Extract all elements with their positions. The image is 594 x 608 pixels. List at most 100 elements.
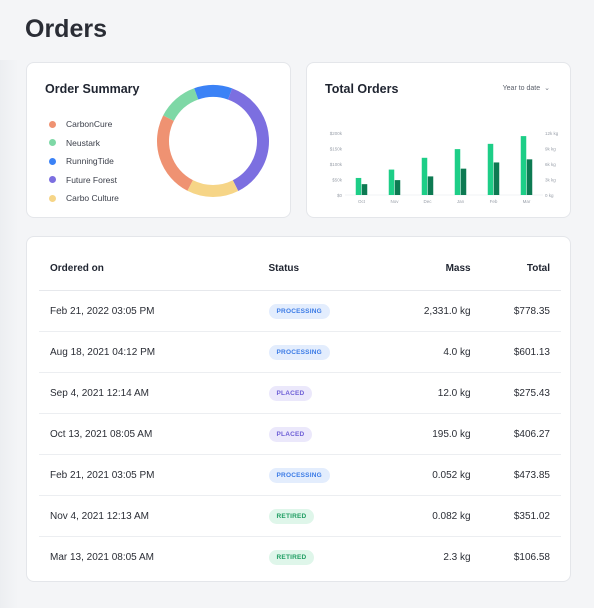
page-title: Orders [25, 15, 107, 43]
table-row[interactable]: Oct 13, 2021 08:05 AM PLACED 195.0 kg $406.… [39, 413, 561, 455]
cell-mass: 2.3 kg [443, 551, 471, 563]
status-badge: PLACED [268, 426, 313, 442]
order-summary-card: Order Summary CarbonCure Neustark RunningT… [26, 62, 291, 218]
table-row[interactable]: Feb 21, 2021 03:05 PM PROCESSING 0.052 kg $… [39, 454, 561, 496]
y-axis-right-tick: 3k kg [545, 178, 556, 183]
donut-slice-future-forest [227, 88, 269, 191]
donut-slice-neustark [163, 88, 199, 122]
cell-total: $601.13 [481, 331, 561, 373]
legend-item: CarbonCure [49, 115, 119, 134]
cell-total: $778.35 [481, 290, 561, 332]
x-axis-tick: Feb [490, 199, 498, 204]
x-axis-tick: Jan [457, 199, 465, 204]
background-panel-edge [0, 60, 18, 608]
y-axis-left-tick: $100k [330, 162, 343, 167]
total-orders-bar-chart: $200k 12k kg $150k 9k kg $100k 6k kg $50k 3k kg… [330, 131, 559, 204]
bar-nov-series-2 [394, 180, 401, 195]
donut-slice-carbo-culture [187, 180, 239, 197]
chevron-down-icon: ⌄ [544, 85, 550, 92]
table-row[interactable]: Aug 18, 2021 04:12 PM PROCESSING 4.0 kg $60… [39, 331, 561, 373]
cell-mass: 2,331.0 kg [387, 290, 482, 332]
cell-ordered-on: Oct 13, 2021 08:05 AM [39, 413, 213, 455]
cell-total: $406.27 [481, 413, 561, 455]
total-orders-title: Total Orders [325, 82, 399, 96]
cell-ordered-on: Nov 4, 2021 12:13 AM [39, 495, 213, 537]
legend-label: RunningTide [66, 156, 114, 167]
order-summary-donut-chart [157, 85, 269, 197]
x-axis-tick: Oct [358, 199, 366, 204]
cell-mass: 4.0 kg [387, 331, 482, 373]
bar-mar-series-2 [526, 159, 533, 195]
cell-status: PROCESSING [212, 454, 388, 496]
x-axis-tick: Mar [523, 199, 531, 204]
cell-total: $351.02 [481, 495, 561, 537]
x-axis-tick: Nov [390, 199, 399, 204]
total-orders-card: Total Orders Year to date ⌄ $200k 12k kg $… [306, 62, 571, 218]
summary-legend: CarbonCure Neustark RunningTide Future Fore… [49, 115, 119, 208]
header-mass[interactable]: Mass [387, 247, 482, 291]
cell-status: PLACED [212, 413, 388, 455]
bar-mar-series-1 [520, 136, 527, 195]
cell-total: $275.43 [481, 372, 561, 414]
y-axis-left-tick: $200k [330, 131, 343, 136]
header-total[interactable]: Total [481, 247, 561, 291]
legend-item: Carbo Culture [49, 189, 119, 208]
y-axis-right-tick: 12k kg [545, 131, 559, 136]
bar-feb-series-1 [487, 143, 494, 195]
cell-total: $473.85 [481, 454, 561, 496]
cell-total: $106.58 [513, 551, 550, 563]
status-badge: PLACED [268, 385, 313, 401]
legend-item: Future Forest [49, 171, 119, 190]
header-status[interactable]: Status [212, 247, 388, 291]
table-row[interactable]: Feb 21, 2022 03:05 PM PROCESSING 2,331.0 k… [39, 290, 561, 332]
table-row[interactable]: Nov 4, 2021 12:13 AM RETIRED 0.082 kg $351.… [39, 495, 561, 537]
y-axis-left-tick: $150k [330, 147, 343, 152]
bar-dec-series-2 [427, 176, 434, 195]
date-range-label: Year to date [502, 84, 541, 92]
y-axis-right-tick: 9k kg [545, 147, 556, 152]
donut-slice-runningtide [194, 85, 233, 100]
table-row[interactable]: Mar 13, 2021 08:05 AM RETIRED 2.3 kg $106.5… [39, 537, 561, 578]
orders-table-card: Ordered on Status Mass Total Feb 21, 202… [26, 236, 571, 582]
cell-ordered-on: Sep 4, 2021 12:14 AM [39, 372, 213, 414]
donut-slice-carboncure [157, 115, 194, 191]
cell-mass: 0.082 kg [387, 495, 482, 537]
status-badge: PROCESSING [268, 344, 330, 360]
y-axis-left-tick: $50k [332, 178, 343, 183]
cell-ordered-on: Feb 21, 2021 03:05 PM [39, 454, 213, 496]
bar-oct-series-1 [355, 177, 362, 195]
y-axis-left-tick: $0 [337, 193, 343, 198]
bar-dec-series-1 [421, 157, 428, 195]
legend-dot [49, 139, 56, 147]
bar-jan-series-2 [460, 168, 467, 195]
status-badge: PROCESSING [268, 303, 330, 319]
legend-dot [49, 176, 56, 184]
cell-mass: 12.0 kg [387, 372, 482, 414]
legend-dot [49, 194, 56, 202]
cell-status: RETIRED [213, 537, 388, 578]
x-axis-tick: Dec [423, 199, 432, 204]
status-badge: PROCESSING [268, 467, 330, 483]
cell-status: PROCESSING [212, 290, 388, 332]
legend-label: Carbo Culture [66, 193, 119, 204]
legend-item: Neustark [49, 134, 119, 153]
table-row[interactable]: Sep 4, 2021 12:14 AM PLACED 12.0 kg $275.43 [39, 372, 561, 414]
cell-mass: 0.052 kg [387, 454, 482, 496]
cell-status: PROCESSING [212, 331, 388, 373]
bar-nov-series-1 [388, 169, 395, 195]
order-summary-title: Order Summary [45, 82, 140, 96]
status-badge: RETIRED [268, 549, 315, 565]
legend-dot [49, 120, 56, 128]
date-range-dropdown[interactable]: Year to date ⌄ [502, 84, 550, 93]
header-ordered-on[interactable]: Ordered on [39, 247, 213, 291]
legend-label: Neustark [66, 137, 101, 148]
cell-ordered-on: Mar 13, 2021 08:05 AM [50, 551, 154, 563]
table-header-row: Ordered on Status Mass Total [39, 247, 561, 291]
cell-status: RETIRED [212, 495, 388, 537]
legend-item: RunningTide [49, 152, 119, 171]
y-axis-right-tick: 0 kg [545, 193, 554, 198]
y-axis-right-tick: 6k kg [545, 162, 556, 167]
legend-dot [49, 157, 56, 165]
orders-table: Ordered on Status Mass Total Feb 21, 202… [39, 247, 561, 577]
legend-label: Future Forest [66, 174, 118, 185]
